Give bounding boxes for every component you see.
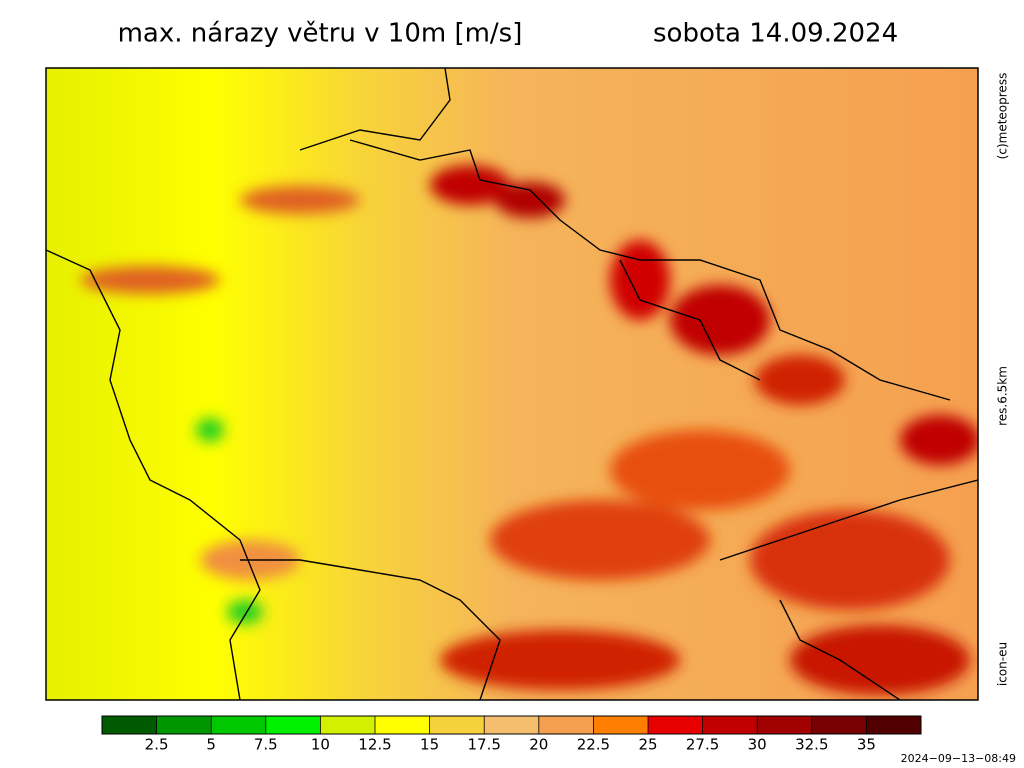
color-swatch — [702, 716, 758, 734]
color-swatch — [757, 716, 813, 734]
color-swatch — [593, 716, 649, 734]
timestamp: 2024−09−13−08:49 — [901, 752, 1016, 765]
title: max. nárazy větru v 10m [m/s] — [118, 19, 523, 49]
color-swatch — [265, 716, 321, 734]
colorbar-tick-label: 2.5 — [145, 736, 169, 754]
color-swatch — [375, 716, 431, 734]
wind-areas — [80, 165, 978, 695]
colorbar-tick-label: 32.5 — [795, 736, 828, 754]
colorbar-tick-label: 12.5 — [358, 736, 391, 754]
color-swatch — [648, 716, 704, 734]
map-frame — [45, 67, 979, 701]
color-swatch — [811, 716, 867, 734]
color-swatch — [211, 716, 267, 734]
colorbar-tick-label: 30 — [748, 736, 767, 754]
color-swatch — [484, 716, 540, 734]
colorbar-tick-label: 22.5 — [577, 736, 610, 754]
color-swatch — [156, 716, 212, 734]
color-swatch — [866, 716, 922, 734]
colorbar-tick-label: 7.5 — [254, 736, 278, 754]
colorbar-tick-label: 10 — [311, 736, 330, 754]
colorbar-tick-label: 17.5 — [467, 736, 500, 754]
color-swatch — [102, 716, 158, 734]
color-swatch — [429, 716, 485, 734]
map-field — [46, 68, 978, 700]
color-swatch — [320, 716, 376, 734]
color-swatch — [538, 716, 594, 734]
colorbar-tick-label: 27.5 — [686, 736, 719, 754]
colorbar-frame — [101, 715, 922, 735]
copyright: (c)meteopress — [996, 73, 1010, 160]
colorbar-tick-label: 35 — [857, 736, 876, 754]
colorbar-tick-label: 20 — [529, 736, 548, 754]
colorbar: 2.5 5 7.5 10 12.5 15 17.5 20 22.5 25 27.5 30 32.5 35 — [101, 715, 922, 754]
model: icon-eu — [996, 642, 1010, 686]
borders — [46, 68, 978, 700]
resolution: res.6.5km — [996, 366, 1010, 426]
date: sobota 14.09.2024 — [653, 19, 898, 49]
colorbar-tick-label: 25 — [638, 736, 657, 754]
colorbar-tick-label: 15 — [420, 736, 439, 754]
colorbar-tick-label: 5 — [206, 736, 216, 754]
